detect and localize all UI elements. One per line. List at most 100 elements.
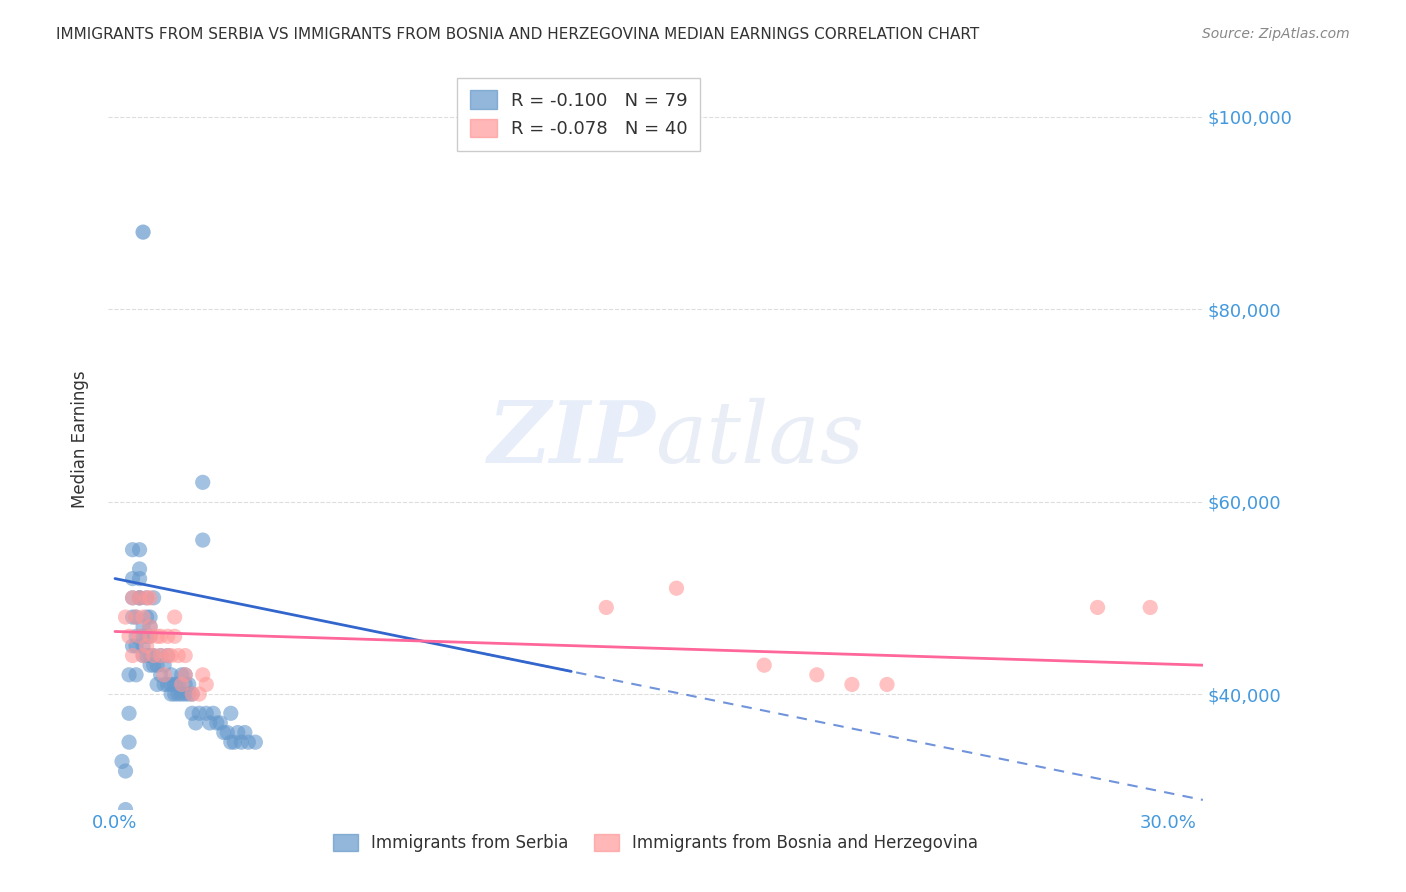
Bosnia — [128, 591, 150, 605]
Serbia — [139, 629, 162, 643]
Serbia — [191, 533, 214, 547]
Serbia — [121, 591, 143, 605]
Serbia — [128, 591, 150, 605]
Bosnia — [188, 687, 211, 701]
Serbia — [128, 591, 150, 605]
Bosnia — [595, 600, 617, 615]
Bosnia — [174, 668, 197, 682]
Serbia — [125, 668, 148, 682]
Serbia — [219, 706, 242, 721]
Serbia — [132, 620, 155, 634]
Serbia — [160, 677, 183, 691]
Bosnia — [665, 581, 688, 595]
Serbia — [128, 542, 150, 557]
Serbia — [132, 639, 155, 653]
Bosnia — [195, 677, 218, 691]
Serbia — [163, 677, 186, 691]
Bosnia — [149, 648, 172, 663]
Serbia — [114, 764, 136, 778]
Serbia — [205, 715, 228, 730]
Bosnia — [163, 610, 186, 624]
Serbia — [174, 687, 197, 701]
Bosnia — [163, 629, 186, 643]
Serbia — [121, 542, 143, 557]
Serbia — [226, 725, 249, 739]
Bosnia — [121, 591, 143, 605]
Serbia — [142, 648, 165, 663]
Bosnia — [132, 610, 155, 624]
Serbia — [121, 639, 143, 653]
Serbia — [121, 610, 143, 624]
Bosnia — [149, 629, 172, 643]
Legend: R = -0.100   N = 79, R = -0.078   N = 40: R = -0.100 N = 79, R = -0.078 N = 40 — [457, 78, 700, 151]
Bosnia — [754, 658, 776, 673]
Bosnia — [1087, 600, 1109, 615]
Bosnia — [156, 648, 179, 663]
Serbia — [170, 687, 193, 701]
Bosnia — [156, 629, 179, 643]
Serbia — [125, 639, 148, 653]
Text: ZIP: ZIP — [488, 397, 655, 481]
Serbia — [139, 620, 162, 634]
Serbia — [135, 610, 157, 624]
Bosnia — [142, 648, 165, 663]
Bosnia — [1139, 600, 1161, 615]
Serbia — [125, 629, 148, 643]
Bosnia — [118, 629, 141, 643]
Serbia — [111, 755, 134, 769]
Bosnia — [121, 648, 143, 663]
Bosnia — [135, 639, 157, 653]
Serbia — [135, 648, 157, 663]
Serbia — [149, 668, 172, 682]
Serbia — [233, 725, 256, 739]
Serbia — [153, 677, 176, 691]
Serbia — [167, 687, 190, 701]
Serbia — [174, 668, 197, 682]
Serbia — [188, 706, 211, 721]
Serbia — [224, 735, 246, 749]
Serbia — [156, 648, 179, 663]
Bosnia — [135, 591, 157, 605]
Serbia — [153, 658, 176, 673]
Serbia — [135, 591, 157, 605]
Bosnia — [153, 668, 176, 682]
Bosnia — [114, 610, 136, 624]
Serbia — [163, 687, 186, 701]
Serbia — [181, 687, 204, 701]
Bosnia — [139, 629, 162, 643]
Serbia — [139, 648, 162, 663]
Serbia — [202, 706, 225, 721]
Bosnia — [806, 668, 828, 682]
Serbia — [160, 668, 183, 682]
Bosnia — [876, 677, 898, 691]
Serbia — [142, 658, 165, 673]
Serbia — [118, 735, 141, 749]
Bosnia — [146, 629, 169, 643]
Serbia — [217, 725, 239, 739]
Serbia — [195, 706, 218, 721]
Bosnia — [160, 648, 183, 663]
Serbia — [118, 668, 141, 682]
Y-axis label: Median Earnings: Median Earnings — [72, 370, 89, 508]
Text: IMMIGRANTS FROM SERBIA VS IMMIGRANTS FROM BOSNIA AND HERZEGOVINA MEDIAN EARNINGS: IMMIGRANTS FROM SERBIA VS IMMIGRANTS FRO… — [56, 27, 980, 42]
Serbia — [139, 610, 162, 624]
Text: atlas: atlas — [655, 398, 865, 481]
Bosnia — [139, 620, 162, 634]
Serbia — [142, 591, 165, 605]
Serbia — [128, 562, 150, 576]
Serbia — [219, 735, 242, 749]
Bosnia — [132, 648, 155, 663]
Serbia — [177, 677, 200, 691]
Serbia — [238, 735, 260, 749]
Serbia — [114, 803, 136, 817]
Serbia — [118, 706, 141, 721]
Serbia — [198, 715, 221, 730]
Serbia — [146, 658, 169, 673]
Serbia — [149, 648, 172, 663]
Serbia — [128, 572, 150, 586]
Serbia — [167, 677, 190, 691]
Serbia — [125, 610, 148, 624]
Bosnia — [181, 687, 204, 701]
Serbia — [177, 687, 200, 701]
Serbia — [170, 668, 193, 682]
